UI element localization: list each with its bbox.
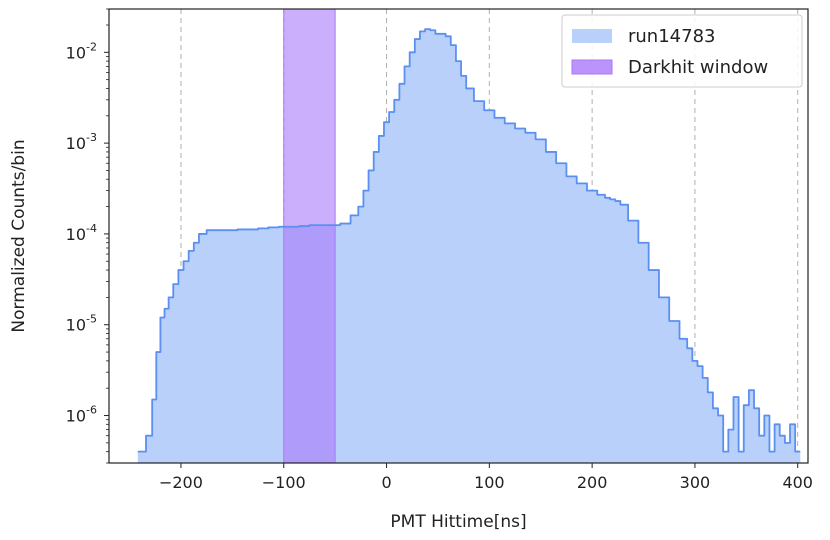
y-axis-ticks: 10-6 10-5 10-4 10-3 10-2 xyxy=(66,8,109,464)
x-tick-label-300: 300 xyxy=(680,473,711,492)
legend-swatch-run14783 xyxy=(572,29,612,43)
x-axis-label: PMT Hittime[ns] xyxy=(390,512,526,532)
darkhit-window-band xyxy=(283,8,336,464)
y-tick-label-4: 10-2 xyxy=(66,40,97,62)
histogram-fill-run14783 xyxy=(137,29,801,464)
plot-frame xyxy=(108,8,809,464)
x-tick-label-100: 100 xyxy=(474,473,505,492)
histogram-area xyxy=(137,29,801,464)
x-tick-label-400: 400 xyxy=(782,473,813,492)
y-axis-label: Normalized Counts/bin xyxy=(9,139,29,332)
band-darkhit-window xyxy=(283,8,336,464)
x-tick-label--100: −100 xyxy=(262,473,306,492)
x-tick-label--200: −200 xyxy=(159,473,203,492)
legend-entry-darkhit-window: Darkhit window xyxy=(628,57,768,78)
y-tick-label-2: 10-4 xyxy=(66,222,97,244)
x-axis-ticks: −200 −100 0 100 200 300 400 xyxy=(159,463,813,492)
legend: run14783 Darkhit window xyxy=(561,14,803,88)
y-tick-label-1: 10-5 xyxy=(66,313,97,335)
legend-swatch-darkhit-window xyxy=(571,59,613,75)
y-tick-label-3: 10-3 xyxy=(66,131,97,153)
legend-entry-run14783: run14783 xyxy=(628,26,715,47)
x-tick-label-200: 200 xyxy=(577,473,608,492)
y-tick-label-0: 10-6 xyxy=(66,404,97,426)
x-tick-label-0: 0 xyxy=(381,473,391,492)
legend-box xyxy=(561,14,803,88)
histogram-line-run14783 xyxy=(137,28,801,453)
histogram-outline xyxy=(137,28,801,453)
